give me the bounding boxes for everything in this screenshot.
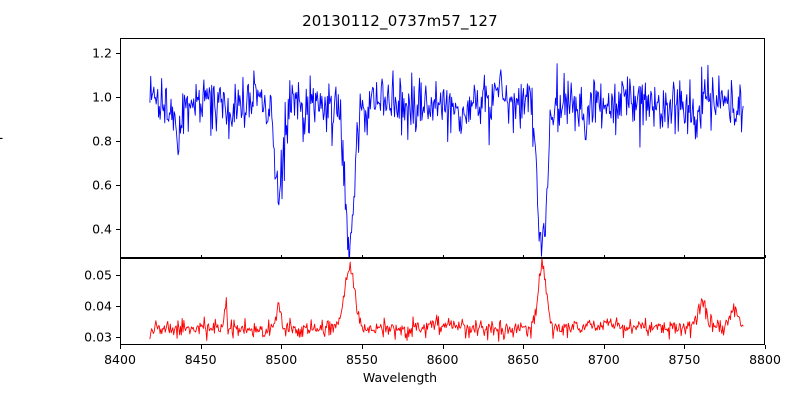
error-ytick-0 (116, 337, 120, 339)
xtick-4 (442, 345, 444, 349)
xtick-label-1: 8450 (184, 352, 217, 367)
xtick-5 (523, 345, 525, 349)
xtick-label-3: 8550 (345, 352, 378, 367)
spectrum-ytick-4 (116, 53, 120, 55)
spectrum-xtick-7 (684, 255, 686, 258)
xtick-7 (684, 345, 686, 349)
xtick-label-5: 8650 (507, 352, 540, 367)
spectrum-ytick-label-0: 0.4 (92, 221, 112, 237)
xtick-8 (765, 345, 767, 349)
spectrum-ytick-label-4: 1.2 (92, 45, 112, 61)
spectrum-ytick-2 (116, 141, 120, 143)
spectrum-axis-label: Spectrum (0, 87, 3, 148)
xtick-label-4: 8600 (426, 352, 459, 367)
spectrum-ytick-label-3: 1.0 (92, 89, 112, 105)
error-ytick-label-0: 0.03 (84, 329, 112, 345)
error-axis-label: Error (0, 295, 3, 326)
error-panel (120, 258, 765, 345)
xtick-label-8: 8800 (749, 352, 781, 367)
xtick-label-2: 8500 (265, 352, 298, 367)
spectrum-xtick-6 (603, 255, 605, 258)
xtick-0 (120, 345, 122, 349)
spectrum-ytick-0 (116, 229, 120, 231)
spectrum-xtick-8 (765, 255, 767, 258)
spectrum-xtick-1 (200, 255, 202, 258)
xtick-1 (200, 345, 202, 349)
xtick-3 (361, 345, 363, 349)
spectrum-ytick-label-2: 0.8 (92, 133, 112, 149)
spectrum-xtick-2 (281, 255, 283, 258)
spectrum-xtick-0 (120, 255, 122, 258)
spectrum-ytick-3 (116, 97, 120, 99)
xtick-label-6: 8700 (587, 352, 620, 367)
x-axis-label: Wavelength (362, 370, 438, 385)
error-ytick-label-2: 0.05 (84, 267, 112, 283)
xtick-label-0: 8400 (104, 352, 136, 367)
figure-title: 20130112_0737m57_127 (302, 12, 498, 30)
xtick-2 (281, 345, 283, 349)
error-ytick-label-1: 0.04 (84, 298, 112, 314)
spectrum-panel (120, 38, 765, 258)
spectrum-line-plot (149, 63, 744, 257)
xtick-6 (603, 345, 605, 349)
spectrum-xtick-5 (523, 255, 525, 258)
spectrum-xtick-3 (361, 255, 363, 258)
spectrum-ytick-1 (116, 185, 120, 187)
error-ytick-2 (116, 275, 120, 277)
error-line-plot (149, 259, 744, 342)
spectrum-xtick-4 (442, 255, 444, 258)
spectrum-ytick-label-1: 0.6 (92, 177, 112, 193)
error-ytick-1 (116, 306, 120, 308)
xtick-label-7: 8750 (668, 352, 701, 367)
